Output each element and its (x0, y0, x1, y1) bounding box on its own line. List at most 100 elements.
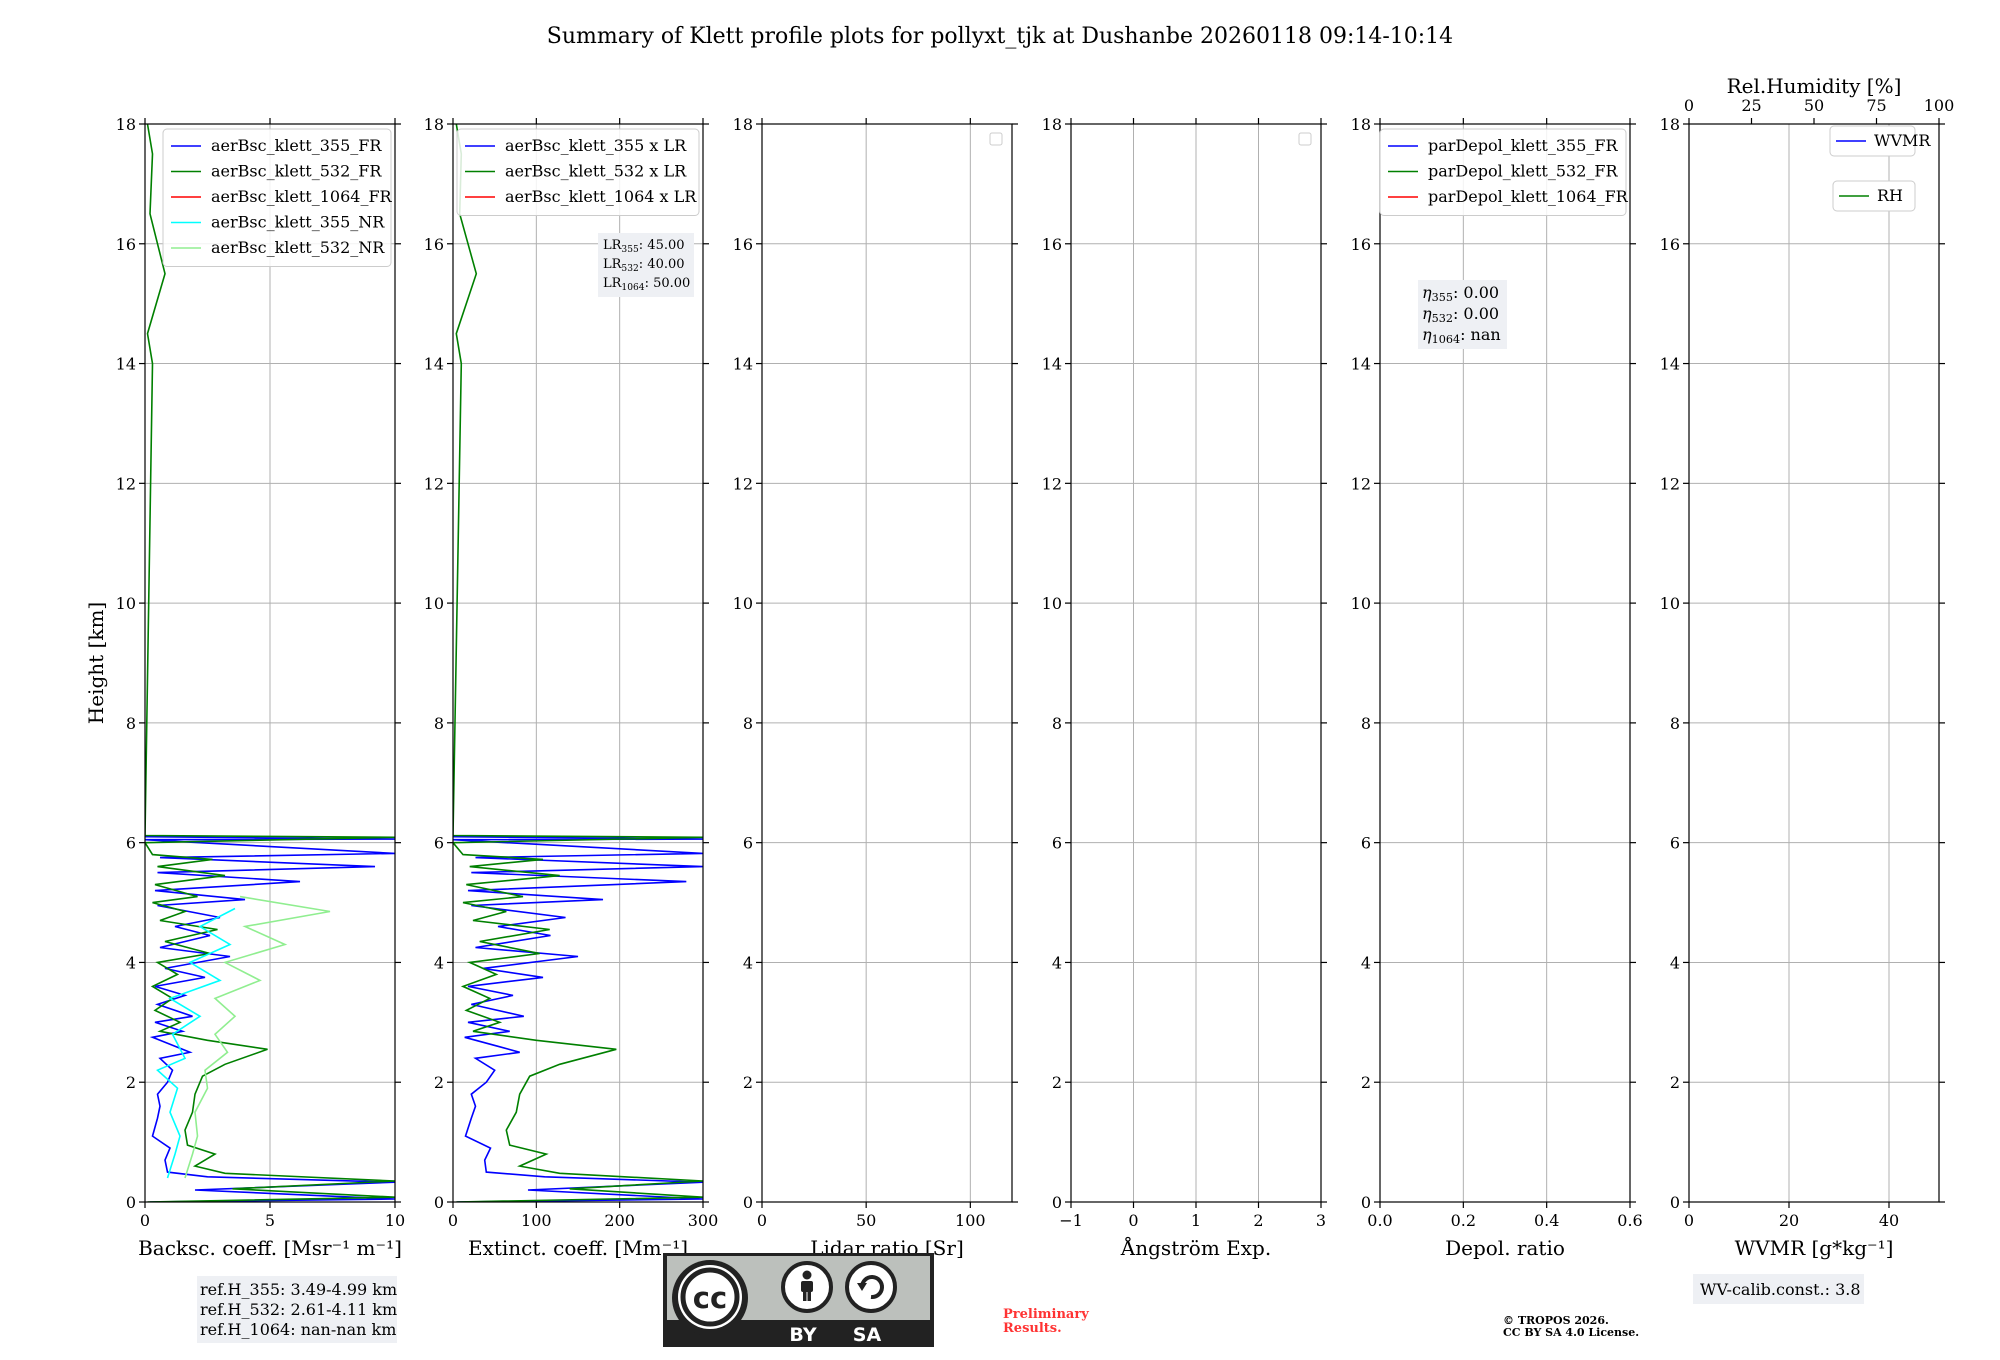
lr-line-base: LR (603, 276, 623, 291)
eta-line-sub: 1064 (1432, 333, 1460, 346)
x-tick-label: 40 (1879, 1211, 1899, 1230)
x-tick-label: 20 (1779, 1211, 1799, 1230)
x-axis-label: Depol. ratio (1445, 1236, 1565, 1260)
legend-label: parDepol_klett_1064_FR (1428, 187, 1629, 206)
y-tick-label: 0 (1361, 1193, 1371, 1212)
y-tick-label: 8 (126, 714, 136, 733)
legend-label: aerBsc_klett_355_NR (211, 213, 385, 232)
y-tick-label: 18 (116, 115, 136, 134)
y-tick-label: 10 (424, 594, 444, 613)
ref-height-line: ref.H_355: 3.49-4.99 km (200, 1280, 397, 1299)
y-tick-label: 0 (1670, 1193, 1680, 1212)
x-tick-label: 2 (1253, 1211, 1263, 1230)
lr-line: LR1064: 50.00 (603, 276, 690, 293)
eta-line-base: η (1422, 283, 1432, 302)
wv-calib-text: WV-calib.const.: 3.8 (1700, 1280, 1861, 1299)
eta-line: η1064: nan (1422, 325, 1501, 346)
x-tick-label: 1 (1191, 1211, 1201, 1230)
y-tick-label: 12 (1042, 474, 1062, 493)
top-axis-tick-label: 0 (1684, 96, 1694, 115)
x-tick-label: 0.4 (1534, 1211, 1559, 1230)
series-line-aerBsc_klett_355 x LR (453, 835, 703, 1202)
y-tick-label: 2 (1361, 1073, 1371, 1092)
y-tick-label: 2 (1052, 1073, 1062, 1092)
info-box-bg (1693, 1274, 1864, 1304)
x-axis-label: WVMR [g*kg⁻¹] (1735, 1236, 1894, 1260)
y-tick-label: 12 (733, 474, 753, 493)
eta-line-value: : nan (1460, 325, 1501, 344)
y-tick-label: 10 (1351, 594, 1371, 613)
lr-line: LR355: 45.00 (603, 238, 685, 255)
x-tick-label: 0.6 (1617, 1211, 1642, 1230)
legend-label: aerBsc_klett_532 x LR (505, 162, 687, 181)
x-tick-label: 100 (521, 1211, 552, 1230)
x-tick-label: 50 (856, 1211, 876, 1230)
y-tick-label: 6 (743, 834, 753, 853)
legend-label: parDepol_klett_532_FR (1428, 162, 1619, 181)
x-tick-label: 0.2 (1451, 1211, 1476, 1230)
legend-frame (162, 128, 392, 267)
x-axis-label: Extinct. coeff. [Mm⁻¹] (468, 1236, 688, 1260)
lr-line-base: LR (603, 257, 623, 272)
y-tick-label: 0 (126, 1193, 136, 1212)
eta-line: η532: 0.00 (1422, 304, 1499, 325)
y-tick-label: 8 (1670, 714, 1680, 733)
copyright-line-1: © TROPOS 2026. (1503, 1314, 1609, 1327)
empty-legend-box (1298, 132, 1312, 146)
lr-line-value: : 50.00 (645, 276, 691, 291)
lr-line: LR532: 40.00 (603, 257, 685, 274)
lr-line-base: LR (603, 238, 623, 253)
eta-line-value: : 0.00 (1453, 283, 1499, 302)
y-tick-label: 18 (733, 115, 753, 134)
info-box-bg (598, 233, 694, 297)
y-tick-label: 12 (1660, 474, 1680, 493)
x-axis-label: Ångström Exp. (1120, 1235, 1271, 1260)
eta-line-base: η (1422, 325, 1432, 344)
y-tick-label: 14 (1351, 355, 1371, 374)
legend-label: WVMR (1874, 131, 1931, 150)
y-tick-label: 14 (424, 355, 444, 374)
legend-label: aerBsc_klett_532_NR (211, 238, 385, 257)
y-tick-label: 4 (434, 953, 444, 972)
y-tick-label: 18 (424, 115, 444, 134)
y-tick-label: 6 (126, 834, 136, 853)
y-tick-label: 16 (733, 235, 753, 254)
y-tick-label: 4 (1361, 953, 1371, 972)
x-tick-label: 5 (265, 1211, 275, 1230)
legend-label: aerBsc_klett_355 x LR (505, 136, 687, 155)
info-box-bg (197, 1276, 397, 1343)
y-tick-label: 14 (1660, 355, 1680, 374)
y-tick-label: 8 (1052, 714, 1062, 733)
y-tick-label: 4 (1052, 953, 1062, 972)
x-tick-label: −1 (1059, 1211, 1083, 1230)
x-tick-label: 300 (688, 1211, 719, 1230)
panel-depol: 0 2 4 6 8 10 12 14 16 18 0.0 0.2 0.4 0.6 Depol. ratio p… (1351, 115, 1643, 1260)
y-tick-label: 10 (733, 594, 753, 613)
y-tick-label: 2 (126, 1073, 136, 1092)
x-tick-label: 200 (604, 1211, 635, 1230)
x-tick-label: 10 (385, 1211, 405, 1230)
lr-line-value: : 40.00 (639, 257, 685, 272)
cc-license-badge: cc BY SA (663, 1253, 934, 1347)
info-box-bg (1418, 280, 1507, 349)
lr-line-sub: 1064 (621, 283, 644, 293)
y-tick-label: 12 (424, 474, 444, 493)
y-tick-label: 0 (743, 1193, 753, 1212)
preliminary-line-2: Results. (1003, 1321, 1062, 1336)
legend-label: aerBsc_klett_355_FR (211, 136, 382, 155)
y-tick-label: 12 (1351, 474, 1371, 493)
series-line-aerBsc_klett_532_FR (145, 124, 395, 1202)
figure-title: Summary of Klett profile plots for polly… (547, 24, 1453, 49)
axes-frame (452, 123, 704, 1203)
legend-rh: RH (1832, 180, 1916, 212)
y-axis-label: Height [km] (84, 602, 108, 724)
y-tick-label: 4 (743, 953, 753, 972)
y-tick-label: 0 (1052, 1193, 1062, 1212)
y-tick-label: 16 (1351, 235, 1371, 254)
y-tick-label: 14 (1042, 355, 1062, 374)
y-tick-label: 12 (116, 474, 136, 493)
